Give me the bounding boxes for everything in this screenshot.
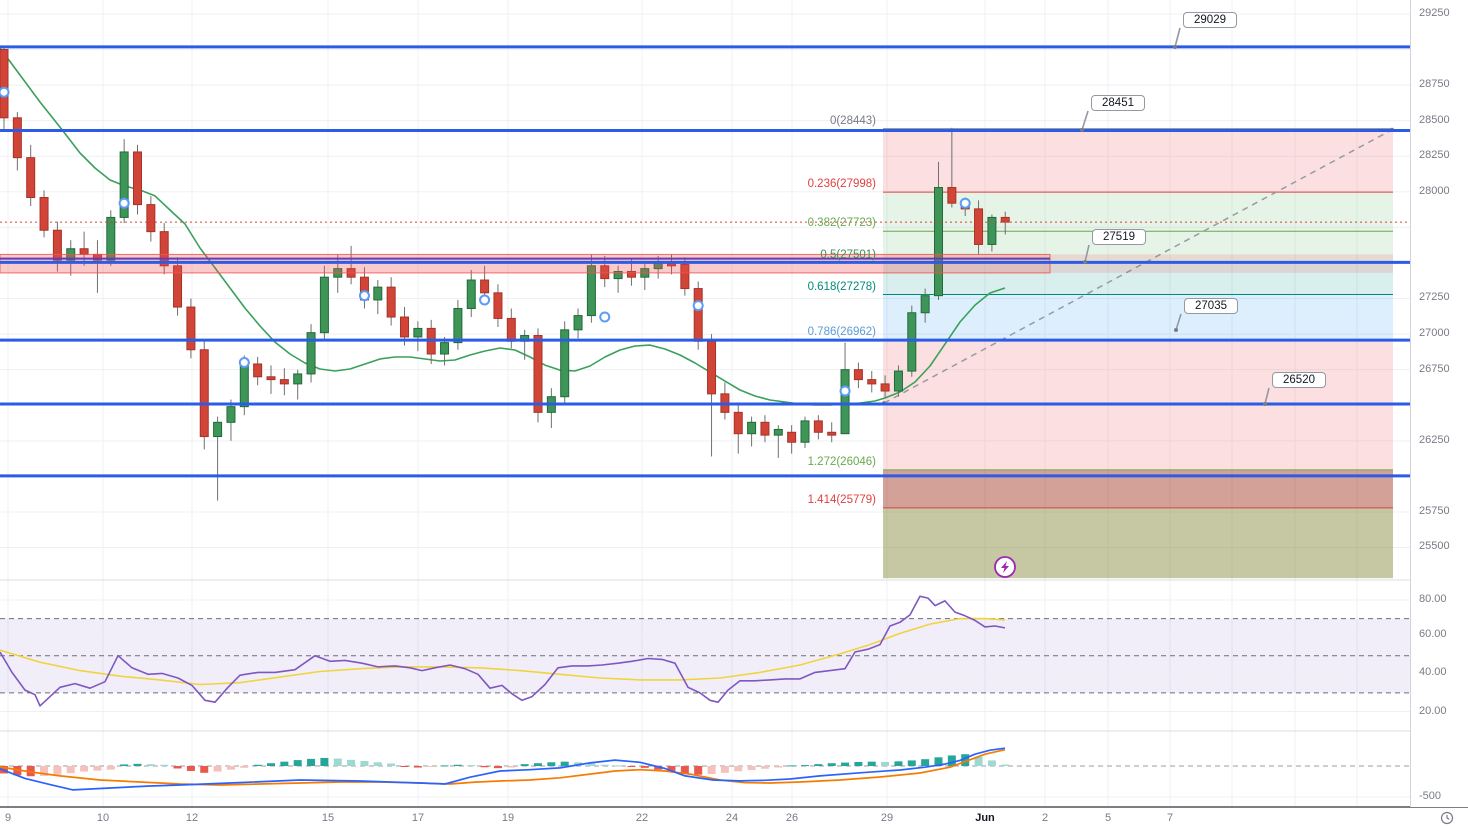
price-axis-tick: 25750 (1419, 505, 1450, 517)
price-axis-tick: 27250 (1419, 291, 1450, 303)
price-axis-tick: 26750 (1419, 363, 1450, 375)
macd-pane (0, 747, 1410, 798)
price-axis-tick: 27000 (1419, 327, 1450, 339)
price-axis-tick: 26250 (1419, 434, 1450, 446)
price-axis-tick: 20.00 (1419, 705, 1447, 717)
horizontal-price-lines[interactable] (0, 45, 1410, 478)
price-axis-tick: 40.00 (1419, 666, 1447, 678)
price-axis-tick: 28750 (1419, 78, 1450, 90)
price-axis-tick: 28250 (1419, 149, 1450, 161)
price-axis-tick: 28000 (1419, 185, 1450, 197)
price-axis-tick: 29250 (1419, 7, 1450, 19)
price-axis[interactable]: 29250 28750 28500 28250 28000 27250 27000 26750… (1410, 0, 1468, 807)
candlestick-series (0, 46, 1010, 501)
candle-circle-markers (0, 86, 971, 397)
price-axis-tick: -500 (1419, 790, 1442, 802)
fib-retracement-zones[interactable] (883, 128, 1393, 579)
price-axis-tick: 25500 (1419, 540, 1450, 552)
rsi-pane (0, 595, 1410, 712)
price-axis-tick: 60.00 (1419, 628, 1447, 640)
price-axis-tick: 28500 (1419, 114, 1450, 126)
lightning-icon[interactable] (994, 556, 1016, 578)
price-axis-tick: 80.00 (1419, 593, 1447, 605)
